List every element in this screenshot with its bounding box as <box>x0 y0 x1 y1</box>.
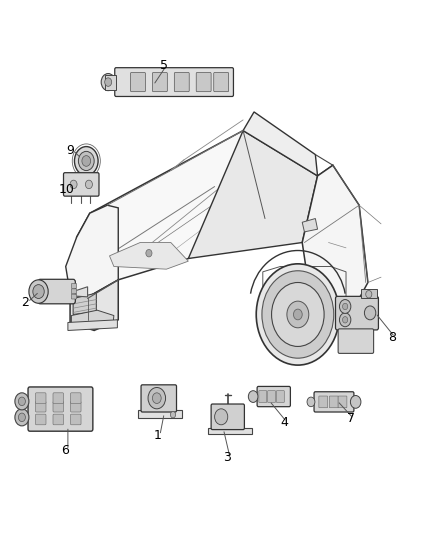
Text: 10: 10 <box>59 183 75 196</box>
Circle shape <box>29 280 48 303</box>
FancyBboxPatch shape <box>174 72 189 92</box>
Text: 9: 9 <box>67 144 74 157</box>
Polygon shape <box>208 428 252 434</box>
FancyBboxPatch shape <box>71 393 81 403</box>
Polygon shape <box>71 287 88 297</box>
Polygon shape <box>70 280 118 330</box>
Circle shape <box>15 409 29 426</box>
Polygon shape <box>361 289 377 298</box>
Circle shape <box>18 397 25 406</box>
FancyBboxPatch shape <box>211 404 244 430</box>
FancyBboxPatch shape <box>152 72 167 92</box>
Circle shape <box>146 249 152 257</box>
FancyBboxPatch shape <box>53 401 64 412</box>
FancyBboxPatch shape <box>214 72 229 92</box>
FancyBboxPatch shape <box>71 284 77 288</box>
FancyBboxPatch shape <box>53 414 64 425</box>
Circle shape <box>364 306 376 320</box>
Polygon shape <box>66 205 118 298</box>
Circle shape <box>148 387 166 409</box>
FancyBboxPatch shape <box>28 387 93 431</box>
Circle shape <box>272 282 324 346</box>
Circle shape <box>82 156 91 166</box>
Polygon shape <box>73 293 96 314</box>
Polygon shape <box>105 75 116 90</box>
Polygon shape <box>110 243 188 269</box>
Circle shape <box>105 78 112 86</box>
Circle shape <box>152 393 161 403</box>
Polygon shape <box>302 219 318 232</box>
Circle shape <box>339 313 351 327</box>
FancyBboxPatch shape <box>38 279 75 304</box>
Circle shape <box>293 309 302 320</box>
Circle shape <box>366 290 372 298</box>
Circle shape <box>70 180 77 189</box>
FancyBboxPatch shape <box>196 72 211 92</box>
Circle shape <box>170 411 176 418</box>
Polygon shape <box>188 131 318 259</box>
Polygon shape <box>276 165 368 341</box>
Polygon shape <box>77 131 318 280</box>
FancyBboxPatch shape <box>259 391 267 402</box>
Circle shape <box>18 413 25 422</box>
FancyBboxPatch shape <box>336 296 378 330</box>
Circle shape <box>101 74 115 91</box>
FancyBboxPatch shape <box>338 329 374 353</box>
FancyBboxPatch shape <box>35 414 46 425</box>
Text: 3: 3 <box>223 451 231 464</box>
Text: 4: 4 <box>280 416 288 429</box>
Circle shape <box>33 285 44 298</box>
FancyBboxPatch shape <box>319 396 328 408</box>
Text: 7: 7 <box>347 412 355 425</box>
FancyBboxPatch shape <box>71 414 81 425</box>
FancyBboxPatch shape <box>338 396 347 408</box>
FancyBboxPatch shape <box>53 393 64 403</box>
Polygon shape <box>71 310 114 329</box>
Polygon shape <box>138 410 182 418</box>
FancyBboxPatch shape <box>131 72 145 92</box>
FancyBboxPatch shape <box>64 173 99 196</box>
Text: 5: 5 <box>160 59 168 72</box>
Circle shape <box>307 397 315 407</box>
Circle shape <box>343 317 348 323</box>
Text: 1: 1 <box>153 429 161 442</box>
FancyBboxPatch shape <box>257 386 290 407</box>
Circle shape <box>74 147 98 175</box>
FancyBboxPatch shape <box>35 401 46 412</box>
Circle shape <box>85 180 92 189</box>
Text: 8: 8 <box>389 331 396 344</box>
FancyBboxPatch shape <box>268 391 276 402</box>
Circle shape <box>287 301 309 328</box>
Circle shape <box>339 300 351 313</box>
Text: 6: 6 <box>61 444 69 457</box>
Polygon shape <box>243 112 318 176</box>
Circle shape <box>248 391 258 402</box>
Circle shape <box>15 393 29 410</box>
FancyBboxPatch shape <box>71 289 77 294</box>
Circle shape <box>78 151 94 171</box>
FancyBboxPatch shape <box>71 401 81 412</box>
FancyBboxPatch shape <box>314 392 354 412</box>
FancyBboxPatch shape <box>35 393 46 403</box>
Circle shape <box>215 409 228 425</box>
Circle shape <box>343 303 348 310</box>
FancyBboxPatch shape <box>71 294 77 299</box>
Circle shape <box>350 395 361 408</box>
FancyBboxPatch shape <box>141 385 177 412</box>
Circle shape <box>256 264 339 365</box>
Circle shape <box>262 271 334 358</box>
Polygon shape <box>68 320 117 330</box>
FancyBboxPatch shape <box>115 68 233 96</box>
FancyBboxPatch shape <box>329 396 338 408</box>
Text: 2: 2 <box>21 296 29 309</box>
FancyBboxPatch shape <box>276 391 284 402</box>
